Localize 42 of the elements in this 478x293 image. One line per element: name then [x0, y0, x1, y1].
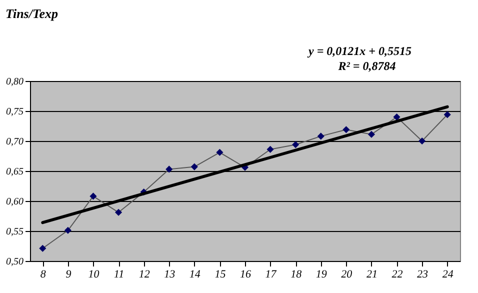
- x-tick-label: 12: [138, 268, 150, 280]
- x-tick-label: 20: [341, 268, 353, 280]
- x-tick-label: 9: [66, 268, 72, 280]
- text: R² = 0,8784: [337, 59, 396, 73]
- y-tick-label: 0,65: [6, 166, 24, 178]
- point: [216, 148, 224, 156]
- point: [292, 141, 300, 148]
- x-tick-label: 23: [417, 268, 429, 280]
- point: [418, 137, 426, 145]
- y-tick-label: 0,75: [6, 106, 24, 118]
- y-tick-label: 0,60: [6, 196, 24, 208]
- x-tick-label: 19: [316, 268, 328, 280]
- point: [39, 244, 46, 252]
- x-tick-label: 8: [40, 268, 46, 280]
- y-tick-label: 0,55: [6, 226, 24, 238]
- point: [317, 132, 324, 140]
- point: [444, 111, 451, 118]
- x-tick-label: 18: [290, 268, 302, 280]
- y-tick-label: 0,50: [6, 256, 24, 268]
- x-tick-label: 11: [114, 268, 124, 280]
- x-tick-label: 13: [164, 268, 176, 280]
- point: [166, 166, 173, 173]
- x-tick-label: 16: [240, 268, 252, 280]
- point: [342, 126, 350, 134]
- x-tick-label: 22: [392, 268, 404, 280]
- text: y = 0,0121x + 0,5515: [306, 44, 412, 58]
- y-tick-label: 0,70: [6, 136, 24, 148]
- point: [266, 146, 274, 153]
- x-tick-label: 15: [214, 268, 226, 280]
- y-tick-label: 0,80: [6, 76, 24, 88]
- x-tick-label: 10: [88, 268, 100, 280]
- x-tick-label: 24: [442, 268, 454, 280]
- point: [114, 208, 122, 216]
- point: [393, 113, 400, 121]
- point: [368, 130, 376, 138]
- x-tick-label: 14: [189, 268, 201, 280]
- x-tick-label: 17: [265, 268, 277, 280]
- x-tick-label: 21: [366, 268, 378, 280]
- point: [190, 163, 198, 170]
- point: [90, 192, 97, 200]
- point: [64, 226, 72, 234]
- chart-title: Tins/Texp: [6, 6, 58, 21]
